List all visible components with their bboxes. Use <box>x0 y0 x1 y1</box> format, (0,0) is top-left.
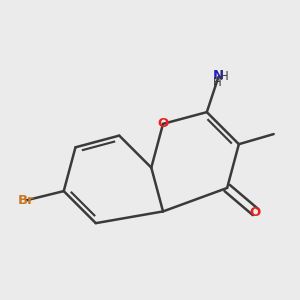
Text: H: H <box>220 70 229 83</box>
Text: O: O <box>250 206 261 218</box>
Text: N: N <box>213 68 224 82</box>
Text: O: O <box>158 117 169 130</box>
Text: Br: Br <box>18 194 35 207</box>
Text: H: H <box>213 76 221 89</box>
